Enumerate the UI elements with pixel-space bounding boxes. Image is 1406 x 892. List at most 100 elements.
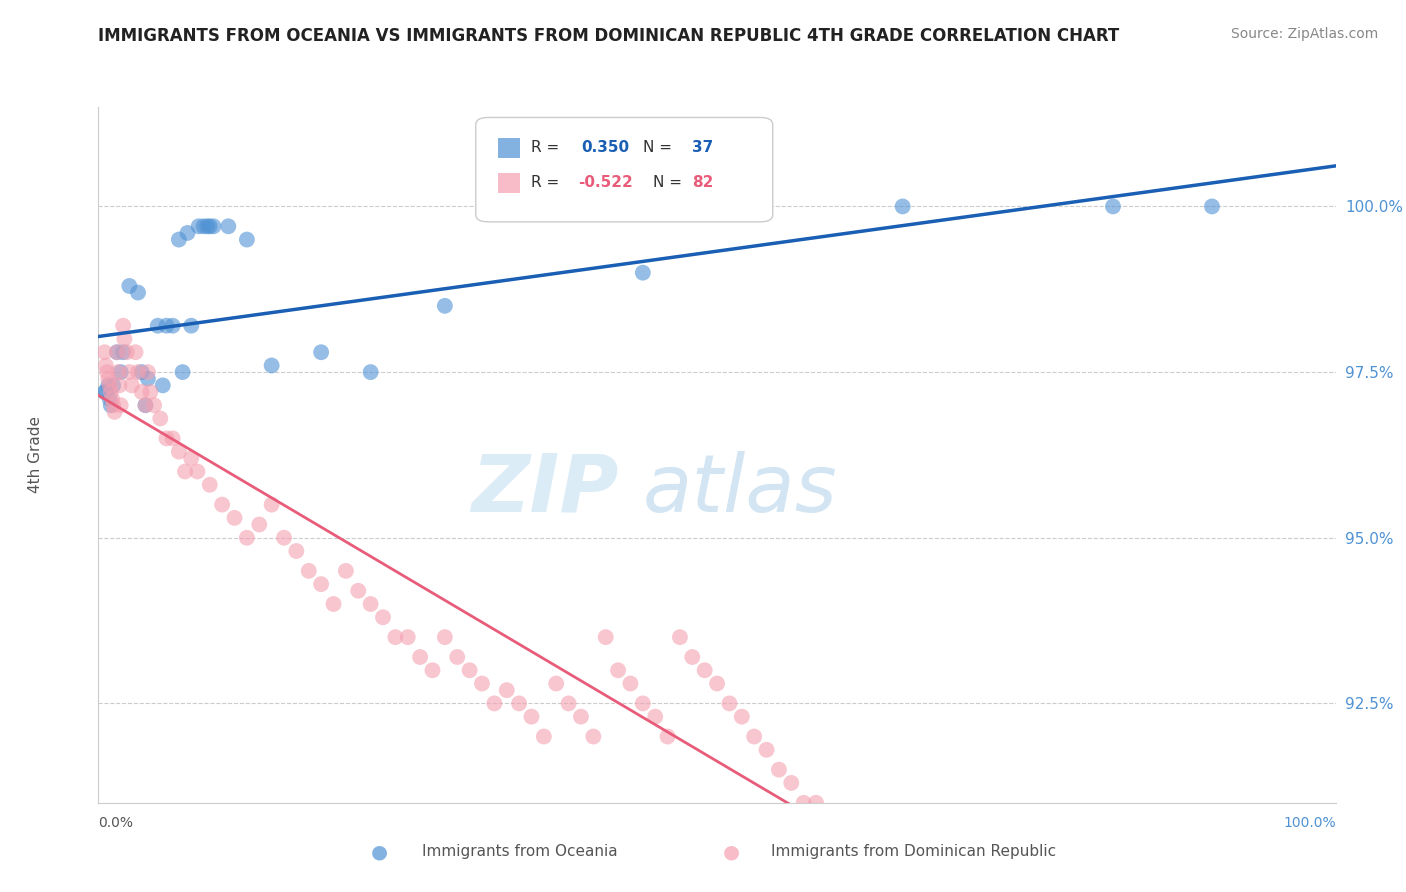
Point [94,359,117,373]
Point [103,398,125,412]
Point [607,663,630,677]
Point [108,378,131,392]
Point [112,332,135,346]
Point [371,610,394,624]
Point [187,219,209,234]
Point [718,697,741,711]
Text: 100.0%: 100.0% [1284,816,1336,830]
Point [433,299,456,313]
Point [211,498,233,512]
Point [193,219,215,234]
Point [1102,199,1125,213]
Point [127,365,149,379]
Point [508,697,530,711]
Point [155,318,177,333]
Point [546,676,568,690]
Point [631,697,654,711]
Point [124,345,146,359]
Point [681,650,703,665]
Point [396,630,419,644]
Point [152,378,174,392]
Text: -0.522: -0.522 [578,175,633,190]
Point [127,285,149,300]
Point [139,384,162,399]
Point [619,676,641,690]
Point [107,365,129,379]
Point [458,663,481,677]
Point [484,697,506,711]
Text: R =: R = [531,140,565,155]
Point [112,345,135,359]
Point [217,219,239,234]
Point [298,564,321,578]
Text: Immigrants from Dominican Republic: Immigrants from Dominican Republic [772,845,1056,859]
Point [103,378,125,392]
Point [103,405,125,419]
Point [134,398,156,412]
Point [433,630,456,644]
Point [202,219,225,234]
Point [755,743,778,757]
Point [97,372,120,386]
Point [93,345,115,359]
Point [162,431,184,445]
Point [247,517,270,532]
Text: 0.0%: 0.0% [98,816,134,830]
Point [644,709,666,723]
Point [891,199,914,213]
Point [693,663,716,677]
Point [174,465,197,479]
Point [236,531,259,545]
Point [657,730,679,744]
Point [146,318,169,333]
Text: 37: 37 [692,140,714,155]
Text: N =: N = [643,140,676,155]
Point [136,372,159,386]
Point [110,398,132,412]
Point [100,398,122,412]
Point [322,597,344,611]
Point [495,683,517,698]
FancyBboxPatch shape [498,138,520,158]
Point [260,359,283,373]
Point [195,219,218,234]
Text: ZIP: ZIP [471,450,619,529]
Point [742,730,765,744]
Point [731,709,754,723]
Point [131,384,153,399]
Y-axis label: 4th Grade: 4th Grade [28,417,42,493]
Point [98,392,121,406]
Text: 0.350: 0.350 [581,140,628,155]
Point [118,279,141,293]
Point [285,544,308,558]
Point [360,597,382,611]
Point [260,498,283,512]
Point [136,365,159,379]
Point [236,233,259,247]
Point [172,365,194,379]
Text: ●: ● [723,842,740,862]
Point [115,345,138,359]
Point [93,384,115,399]
Point [520,709,543,723]
Point [110,365,132,379]
Point [224,511,246,525]
Point [100,384,122,399]
Point [118,365,141,379]
Text: 82: 82 [692,175,714,190]
Point [98,378,121,392]
Point [105,345,128,359]
Point [768,763,790,777]
Point [557,697,579,711]
FancyBboxPatch shape [498,173,520,193]
Text: R =: R = [531,175,565,190]
Point [101,392,124,406]
Text: IMMIGRANTS FROM OCEANIA VS IMMIGRANTS FROM DOMINICAN REPUBLIC 4TH GRADE CORRELAT: IMMIGRANTS FROM OCEANIA VS IMMIGRANTS FR… [98,27,1119,45]
Text: ●: ● [371,842,388,862]
Point [1201,199,1223,213]
Point [335,564,357,578]
Point [180,318,202,333]
Point [143,398,166,412]
FancyBboxPatch shape [475,118,773,222]
Point [94,384,117,399]
